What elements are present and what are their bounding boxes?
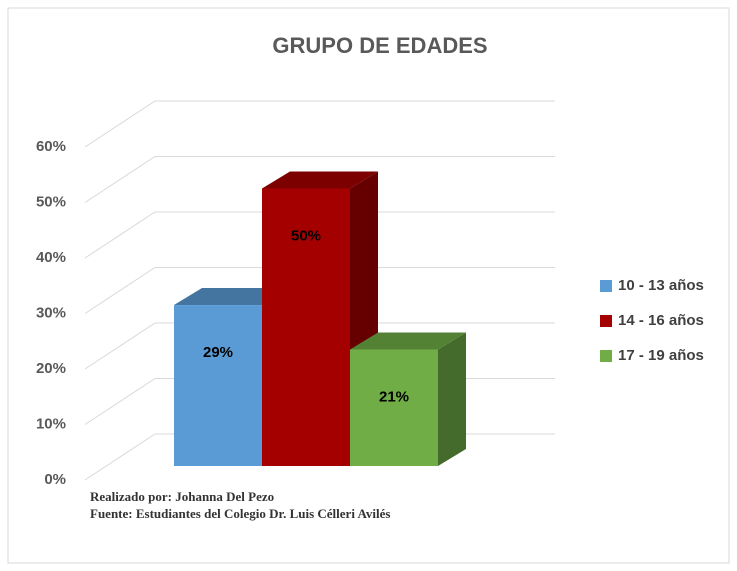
bar-front [174, 305, 262, 466]
y-tick-label: 0% [44, 471, 66, 488]
bar-front [262, 188, 350, 466]
bar-front [350, 349, 438, 466]
legend-label: 10 - 13 años [618, 277, 704, 294]
chart-frame [7, 7, 730, 564]
y-tick-label: 30% [36, 304, 66, 321]
legend-swatch [600, 350, 612, 362]
legend-label: 17 - 19 años [618, 347, 704, 364]
grid-line [84, 100, 555, 148]
y-tick-label: 60% [36, 138, 66, 155]
y-tick-label: 40% [36, 249, 66, 266]
note: Realizado por: Johanna Del Pezo [90, 489, 274, 504]
chart-title: GRUPO DE EDADES [272, 33, 487, 58]
data-label: 50% [291, 227, 321, 244]
grid-line [84, 322, 555, 370]
grid-line [84, 211, 555, 259]
legend-label: 14 - 16 años [618, 312, 704, 329]
legend-swatch [600, 280, 612, 292]
grid-line [84, 267, 555, 314]
data-label: 29% [203, 344, 233, 361]
bar-side [438, 332, 466, 466]
grid-line [84, 156, 555, 203]
y-tick-label: 10% [36, 415, 66, 432]
bar-top [174, 288, 290, 306]
y-tick-label: 50% [36, 193, 66, 210]
legend-swatch [600, 315, 612, 327]
bar-top [350, 332, 466, 350]
note: Fuente: Estudiantes del Colegio Dr. Luis… [90, 506, 390, 521]
y-tick-label: 20% [36, 360, 66, 377]
data-label: 21% [379, 388, 409, 405]
bar [350, 332, 466, 466]
bar-top [262, 171, 378, 189]
